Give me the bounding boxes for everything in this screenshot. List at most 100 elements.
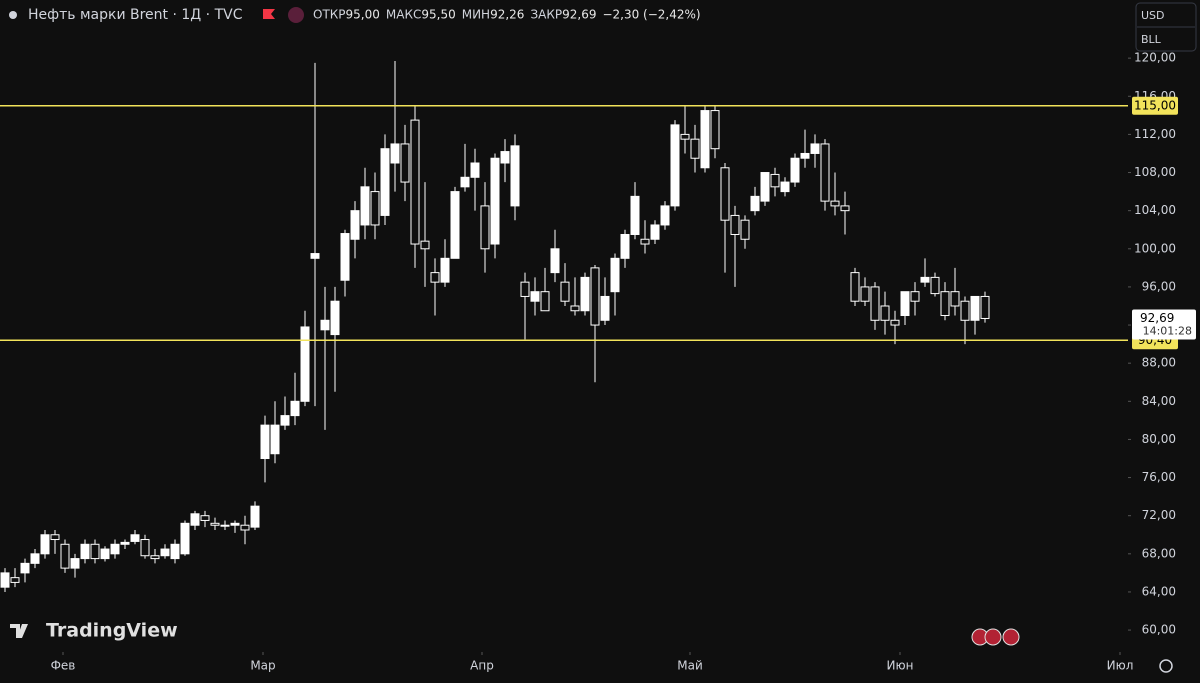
candle-body — [910, 291, 920, 302]
candle-body — [30, 553, 40, 564]
candle-body — [800, 152, 810, 159]
y-tick-label: 64,00 — [1142, 584, 1176, 598]
candle-body — [60, 543, 70, 569]
candle-body — [700, 110, 710, 169]
candle-body — [710, 110, 720, 150]
candle-body — [200, 515, 210, 521]
candle-body — [760, 172, 770, 202]
candle-body — [820, 143, 830, 202]
candle-body — [670, 124, 680, 207]
x-tick-label: Июн — [887, 659, 914, 673]
candle-body — [140, 539, 150, 557]
stat-label: МАКС — [386, 8, 421, 22]
candle-body — [870, 286, 880, 321]
candle-body — [20, 562, 30, 574]
candle-body — [720, 167, 730, 221]
candle-body — [170, 543, 180, 560]
candle-body — [970, 295, 980, 321]
unit-button[interactable]: BLL — [1141, 33, 1162, 46]
candle-body — [950, 291, 960, 307]
candle-body — [560, 281, 570, 302]
candle-body — [320, 319, 330, 331]
y-tick-label: 120,00 — [1134, 51, 1176, 65]
y-tick-label: 100,00 — [1134, 241, 1176, 255]
candle-body — [750, 195, 760, 212]
candle-body — [70, 558, 80, 569]
candle-body — [400, 143, 410, 183]
x-tick-label: Мар — [250, 659, 275, 673]
candle-body — [530, 291, 540, 302]
candle-body — [810, 143, 820, 154]
event-icon[interactable] — [1002, 628, 1020, 646]
candle-body — [980, 295, 990, 319]
stat-value: 95,50 — [421, 8, 455, 22]
flag-icon[interactable] — [263, 9, 275, 19]
settings-icon[interactable] — [1159, 659, 1173, 673]
candle-body — [390, 143, 400, 164]
candle-body — [360, 186, 370, 226]
candle-body — [690, 138, 700, 159]
candle-body — [930, 276, 940, 295]
last-price-time: 14:01:28 — [1143, 324, 1192, 337]
candle-body — [10, 577, 20, 583]
y-tick-label: 104,00 — [1134, 203, 1176, 217]
candle-body — [850, 272, 860, 302]
candle-body — [740, 219, 750, 240]
candle-body — [460, 176, 470, 188]
stat-label: ОТКР — [313, 8, 346, 22]
candle-body — [770, 173, 780, 188]
candle-body — [730, 214, 740, 235]
stat-label: МИН — [462, 8, 490, 22]
candle-body — [150, 555, 160, 560]
last-price-label: 92,69 — [1140, 311, 1174, 325]
candle-body — [640, 238, 650, 245]
x-tick-label: Май — [677, 659, 703, 673]
y-tick-label: 76,00 — [1142, 470, 1176, 484]
candle-body — [350, 210, 360, 240]
y-tick-label: 88,00 — [1142, 356, 1176, 370]
candle-body — [510, 145, 520, 207]
candle-body — [520, 281, 530, 297]
event-icon[interactable] — [984, 628, 1002, 646]
candle-body — [230, 522, 240, 526]
candle-body — [790, 157, 800, 183]
candle-body — [490, 157, 500, 245]
candle-body — [570, 305, 580, 312]
level-label-box — [1132, 96, 1178, 115]
currency-button[interactable]: USD — [1141, 9, 1165, 22]
candle-body — [780, 181, 790, 193]
candle-body — [90, 543, 100, 560]
y-tick-label: 96,00 — [1142, 279, 1176, 293]
indicator-icon[interactable] — [288, 7, 304, 23]
candle-body — [80, 543, 90, 560]
candle-body — [130, 534, 140, 542]
y-tick-label: 68,00 — [1142, 546, 1176, 560]
y-tick-label: 80,00 — [1142, 432, 1176, 446]
candle-body — [160, 548, 170, 557]
y-tick-label: 84,00 — [1142, 394, 1176, 408]
candle-body — [210, 522, 220, 526]
brand: TradingView — [46, 620, 178, 642]
brand-logo — [10, 624, 28, 638]
candle-body — [280, 415, 290, 426]
candle-body — [860, 286, 870, 302]
candle-body — [310, 253, 320, 259]
y-tick-label: 112,00 — [1134, 127, 1176, 141]
candle-body — [300, 326, 310, 402]
stat-value: 92,26 — [490, 8, 524, 22]
candle-body — [430, 272, 440, 283]
candle-body — [620, 233, 630, 259]
last-price-box — [1132, 309, 1196, 340]
candle-body — [550, 248, 560, 274]
stat-value: 95,00 — [346, 8, 380, 22]
stat-label: ЗАКР — [530, 8, 562, 22]
header-stats: ОТКР 95,00 МАКС 95,50 МИН 92,26 ЗАКР 92,69 −2,30… — [313, 8, 701, 22]
candle-body — [240, 524, 250, 531]
candle-body — [500, 151, 510, 164]
candle-body — [650, 224, 660, 240]
candle-body — [250, 505, 260, 528]
candle-body — [440, 257, 450, 283]
candle-body — [480, 205, 490, 250]
candle-body — [0, 572, 10, 588]
